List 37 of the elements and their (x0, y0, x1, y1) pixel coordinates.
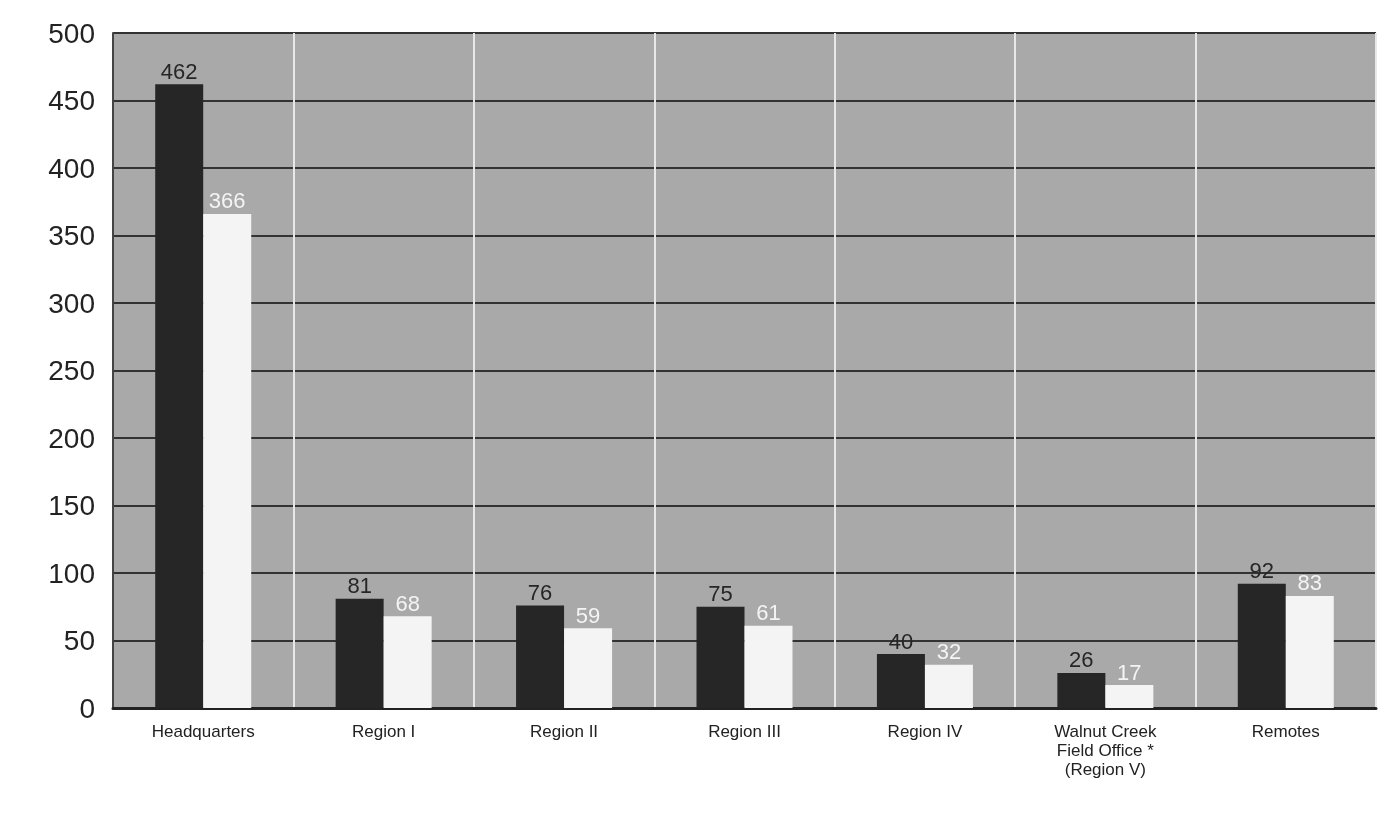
y-tick-label: 250 (48, 355, 95, 386)
bar (1285, 595, 1334, 708)
data-label: 32 (936, 639, 962, 665)
data-label: 83 (1297, 570, 1323, 596)
data-label: 26 (1069, 647, 1094, 673)
y-tick-label: 100 (48, 557, 95, 589)
bar (1105, 685, 1154, 708)
y-tick-label: 0 (79, 692, 95, 724)
data-label: 68 (395, 590, 420, 616)
x-tick-label: Remotes (1251, 722, 1320, 741)
x-tick-label: Headquarters (151, 722, 255, 741)
data-label: 81 (347, 573, 372, 599)
bar (744, 625, 793, 708)
bar (564, 628, 613, 708)
data-label: 61 (756, 600, 781, 626)
x-tick-label: Region II (530, 722, 599, 741)
y-tick-label: 450 (48, 85, 95, 116)
y-tick-label: 50 (63, 625, 95, 656)
y-tick-label: 200 (48, 422, 95, 454)
x-tick-label: Region I (351, 722, 416, 741)
y-tick-label: 350 (48, 220, 95, 251)
bar (924, 664, 973, 708)
x-tick-label: Walnut Creek Field Office * (Region V) (1054, 722, 1158, 779)
data-label: 17 (1117, 659, 1142, 685)
data-label: 59 (575, 602, 601, 628)
bar (203, 213, 252, 708)
data-label: 75 (708, 581, 733, 607)
y-tick-label: 150 (48, 490, 95, 521)
bar (383, 616, 432, 708)
y-tick-label: 400 (48, 152, 95, 184)
data-label: 462 (160, 58, 198, 84)
data-label: 76 (527, 579, 553, 605)
x-tick-label: Region III (708, 722, 781, 741)
y-tick-label: 500 (48, 17, 95, 49)
x-tick-label: Region IV (887, 722, 963, 741)
data-label: 366 (208, 188, 246, 214)
y-tick-label: 300 (48, 287, 95, 319)
